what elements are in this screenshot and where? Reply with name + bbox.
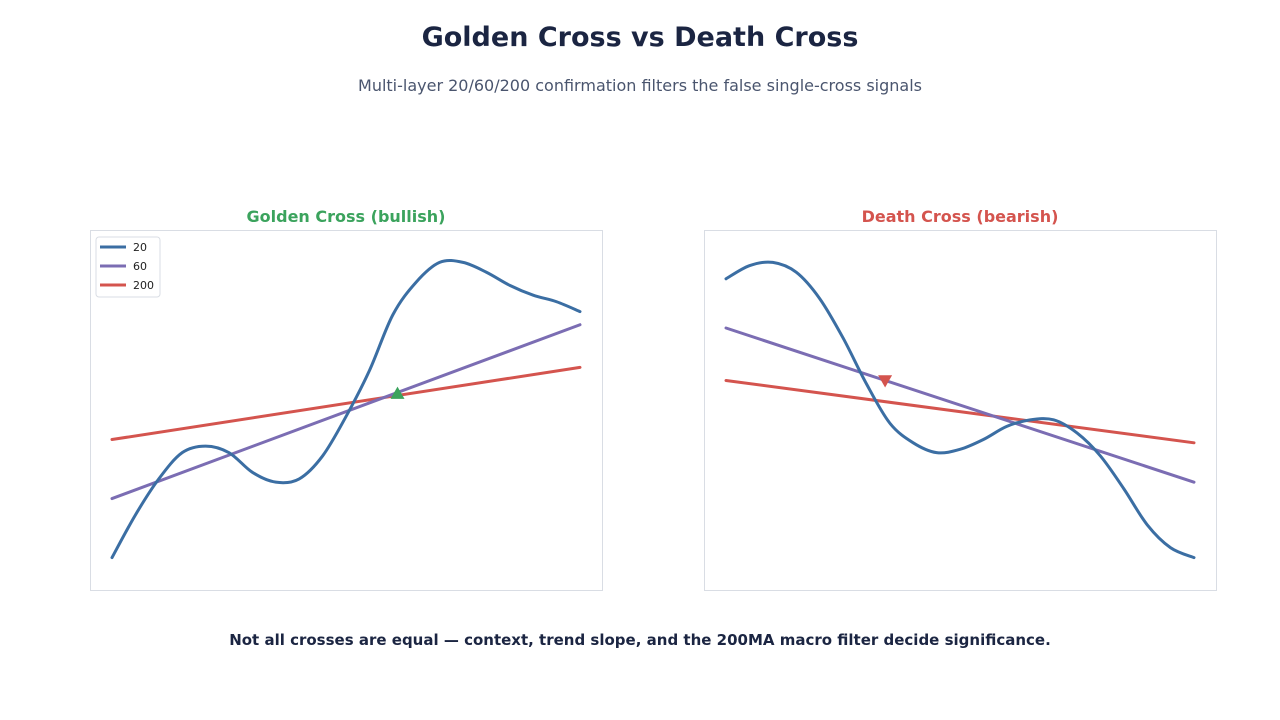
page-subtitle: Multi-layer 20/60/200 confirmation filte…	[358, 76, 922, 95]
golden-cross-signal-marker	[390, 386, 405, 399]
golden-cross-ma20-line	[110, 259, 582, 560]
golden-cross-legend-label-200: 200	[133, 279, 154, 292]
death-cross-ma60-line	[724, 326, 1196, 484]
death-cross-title: Death Cross (bearish)	[862, 207, 1059, 226]
page-title: Golden Cross vs Death Cross	[421, 22, 859, 53]
golden-cross-title: Golden Cross (bullish)	[247, 207, 446, 226]
golden-cross-frame	[90, 230, 603, 591]
death-cross-signal-marker	[878, 375, 893, 388]
golden-cross-legend	[95, 236, 161, 298]
golden-cross-ma60-line	[110, 323, 582, 501]
death-cross-frame	[704, 230, 1217, 591]
footer-note: Not all crosses are equal — context, tre…	[229, 631, 1051, 649]
death-cross-panel: Death Cross (bearish)	[704, 207, 1217, 591]
golden-cross-legend-label-60: 60	[133, 260, 147, 273]
golden-cross-legend-label-20: 20	[133, 241, 147, 254]
death-cross-ma20-line	[724, 260, 1196, 560]
golden-cross-panel: Golden Cross (bullish) 20 60 200	[90, 207, 603, 591]
golden-cross-ma200-line	[110, 365, 582, 442]
death-cross-ma200-line	[724, 378, 1196, 445]
